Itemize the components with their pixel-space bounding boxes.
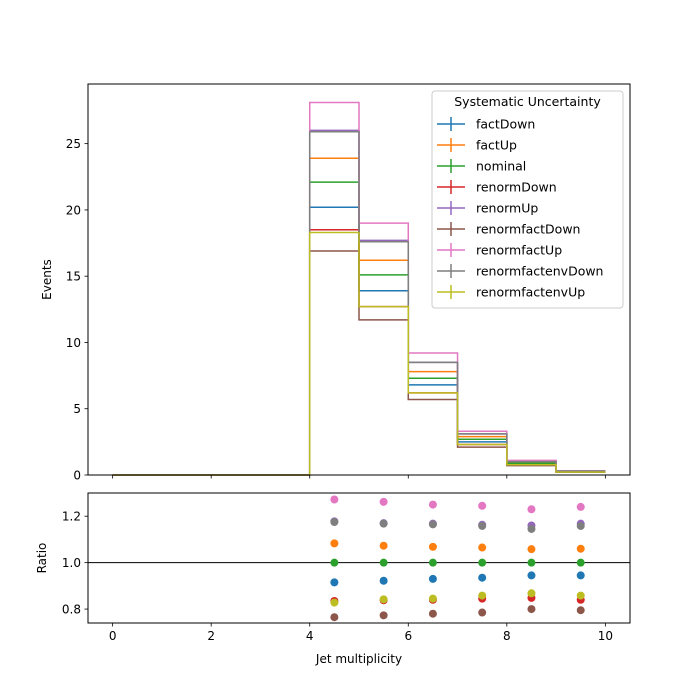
ratio-y-ticks: 0.8 1.0 1.2 <box>62 510 88 617</box>
legend-item-renormUp: renormUp <box>437 201 538 216</box>
ratio-point-renormfactUp <box>576 502 585 511</box>
ratio-point-nominal <box>428 558 437 567</box>
ratio-point-renormfactenvDown <box>576 521 585 530</box>
legend-item-renormfactenvUp: renormfactenvUp <box>437 285 585 300</box>
legend-label-factDown: factDown <box>476 117 535 132</box>
ratio-point-renormfactDown <box>478 608 487 617</box>
legend-label-renormfactUp: renormfactUp <box>476 243 562 258</box>
ratio-point-renormfactenvDown <box>478 521 487 530</box>
main-axes-frame <box>87 83 631 476</box>
ratio-point-renormfactenvDown <box>330 518 339 527</box>
main-y-tick-label: 0 <box>73 469 81 483</box>
ratio-point-renormfactUp <box>379 497 388 506</box>
ratio-point-renormfactenvUp <box>478 591 487 600</box>
x-tick-label: 8 <box>503 629 511 643</box>
ratio-plot-area <box>88 493 630 623</box>
ratio-point-renormfactDown <box>379 611 388 620</box>
ratio-axes-frame <box>87 492 631 624</box>
ratio-point-renormfactenvDown <box>428 520 437 529</box>
legend-item-factDown: factDown <box>437 117 535 132</box>
legend-item-renormfactDown: renormfactDown <box>437 222 580 237</box>
legend-label-renormfactenvUp: renormfactenvUp <box>476 285 585 300</box>
legend-item-renormfactenvDown: renormfactenvDown <box>437 264 603 279</box>
ratio-y-tick-label: 1.0 <box>62 556 81 570</box>
ratio-point-renormfactUp <box>428 500 437 509</box>
legend-title: Systematic Uncertainty <box>454 94 601 109</box>
ratio-point-nominal <box>379 558 388 567</box>
ratio-point-factDown <box>576 571 585 580</box>
legend-item-factUp: factUp <box>437 138 517 153</box>
x-axis-label: Jet multiplicity <box>315 652 402 666</box>
main-y-ticks: 0 5 10 15 20 25 <box>66 137 88 483</box>
x-tick-label: 4 <box>306 629 314 643</box>
ratio-panel: 0 2 4 6 8 10 0.8 1.0 1.2 Ratio Jet multiplicity <box>35 492 631 666</box>
main-y-axis-label: Events <box>40 259 54 300</box>
ratio-point-renormfactUp <box>527 505 536 514</box>
ratio-point-renormfactenvUp <box>330 598 339 607</box>
ratio-x-ticks: 0 2 4 6 8 10 <box>109 623 613 643</box>
main-y-tick-label: 20 <box>66 203 81 217</box>
ratio-point-nominal <box>478 558 487 567</box>
x-tick-label: 0 <box>109 629 117 643</box>
legend: Systematic Uncertainty factDown factUp nom… <box>431 90 624 309</box>
ratio-point-renormfactenvDown <box>527 524 536 533</box>
ratio-point-factDown <box>527 571 536 580</box>
legend-item-renormDown: renormDown <box>437 180 557 195</box>
x-tick-label: 10 <box>598 629 613 643</box>
legend-item-nominal: nominal <box>437 159 526 174</box>
ratio-point-factDown <box>330 578 339 587</box>
main-y-tick-label: 25 <box>66 137 81 151</box>
legend-items: factDown factUp nominal renormDown renormUp r… <box>437 117 603 300</box>
ratio-point-renormfactenvUp <box>527 589 536 598</box>
ratio-y-tick-label: 0.8 <box>62 603 81 617</box>
legend-label-renormfactenvDown: renormfactenvDown <box>476 264 603 279</box>
ratio-point-factDown <box>478 573 487 582</box>
ratio-point-renormfactDown <box>330 613 339 622</box>
main-y-tick-label: 10 <box>66 336 81 350</box>
main-x-ticks <box>112 475 606 479</box>
ratio-point-renormfactDown <box>576 606 585 615</box>
x-tick-label: 6 <box>404 629 412 643</box>
ratio-point-factUp <box>379 541 388 550</box>
ratio-point-renormfactenvUp <box>428 594 437 603</box>
legend-label-factUp: factUp <box>476 138 517 153</box>
ratio-point-factUp <box>527 545 536 554</box>
ratio-point-nominal <box>330 558 339 567</box>
ratio-points <box>330 495 585 622</box>
ratio-point-factUp <box>330 539 339 548</box>
legend-label-renormfactDown: renormfactDown <box>476 222 580 237</box>
main-y-tick-label: 5 <box>73 402 81 416</box>
legend-label-nominal: nominal <box>476 159 526 174</box>
main-y-tick-label: 15 <box>66 270 81 284</box>
legend-label-renormDown: renormDown <box>476 180 557 195</box>
ratio-point-nominal <box>527 558 536 567</box>
legend-label-renormUp: renormUp <box>476 201 538 216</box>
ratio-point-factDown <box>428 574 437 583</box>
ratio-point-nominal <box>576 558 585 567</box>
ratio-y-tick-label: 1.2 <box>62 510 81 524</box>
ratio-point-factUp <box>428 542 437 551</box>
ratio-point-renormfactenvUp <box>379 595 388 604</box>
legend-box <box>431 90 624 309</box>
legend-item-renormfactUp: renormfactUp <box>437 243 562 258</box>
ratio-point-renormfactUp <box>330 495 339 504</box>
ratio-point-renormfactenvUp <box>576 591 585 600</box>
ratio-point-renormfactenvDown <box>379 519 388 528</box>
x-tick-label: 2 <box>207 629 215 643</box>
ratio-point-factDown <box>379 576 388 585</box>
ratio-point-renormfactDown <box>527 605 536 614</box>
ratio-point-renormfactDown <box>428 609 437 618</box>
ratio-y-axis-label: Ratio <box>35 543 49 574</box>
ratio-point-factUp <box>478 543 487 552</box>
ratio-point-factUp <box>576 544 585 553</box>
ratio-point-renormfactUp <box>478 501 487 510</box>
